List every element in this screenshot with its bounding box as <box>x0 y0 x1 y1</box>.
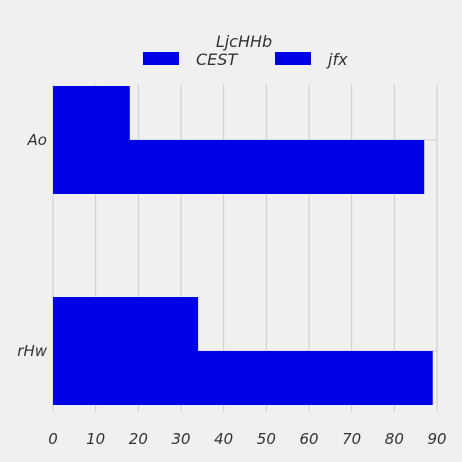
x-axis-ticks: 0 10 20 30 40 50 60 70 80 90 <box>48 430 446 448</box>
legend-title: LjcHHb <box>216 32 272 51</box>
x-tick-label: 90 <box>427 430 446 448</box>
bar-jfx-rHw <box>53 351 433 405</box>
x-tick-label: 40 <box>214 430 233 448</box>
x-tick-label: 10 <box>86 430 105 448</box>
y-tick-label: Ao <box>27 131 47 149</box>
legend-swatch-CEST <box>143 52 179 65</box>
y-axis-ticks: Ao rHw <box>17 131 47 360</box>
x-tick-label: 50 <box>257 430 276 448</box>
legend: LjcHHb CEST jfx <box>143 32 348 69</box>
x-tick-label: 30 <box>171 430 190 448</box>
legend-label-jfx: jfx <box>326 50 348 69</box>
x-tick-label: 70 <box>342 430 361 448</box>
bar-CEST-Ao <box>53 86 130 140</box>
legend-swatch-jfx <box>275 52 311 65</box>
x-tick-label: 20 <box>129 430 148 448</box>
x-tick-label: 0 <box>48 430 58 448</box>
legend-label-CEST: CEST <box>196 50 238 69</box>
y-tick-label: rHw <box>17 342 47 360</box>
x-tick-label: 80 <box>385 430 404 448</box>
x-tick-label: 60 <box>299 430 318 448</box>
bar-CEST-rHw <box>53 297 199 351</box>
bar-jfx-Ao <box>53 140 425 194</box>
bars <box>53 86 433 405</box>
